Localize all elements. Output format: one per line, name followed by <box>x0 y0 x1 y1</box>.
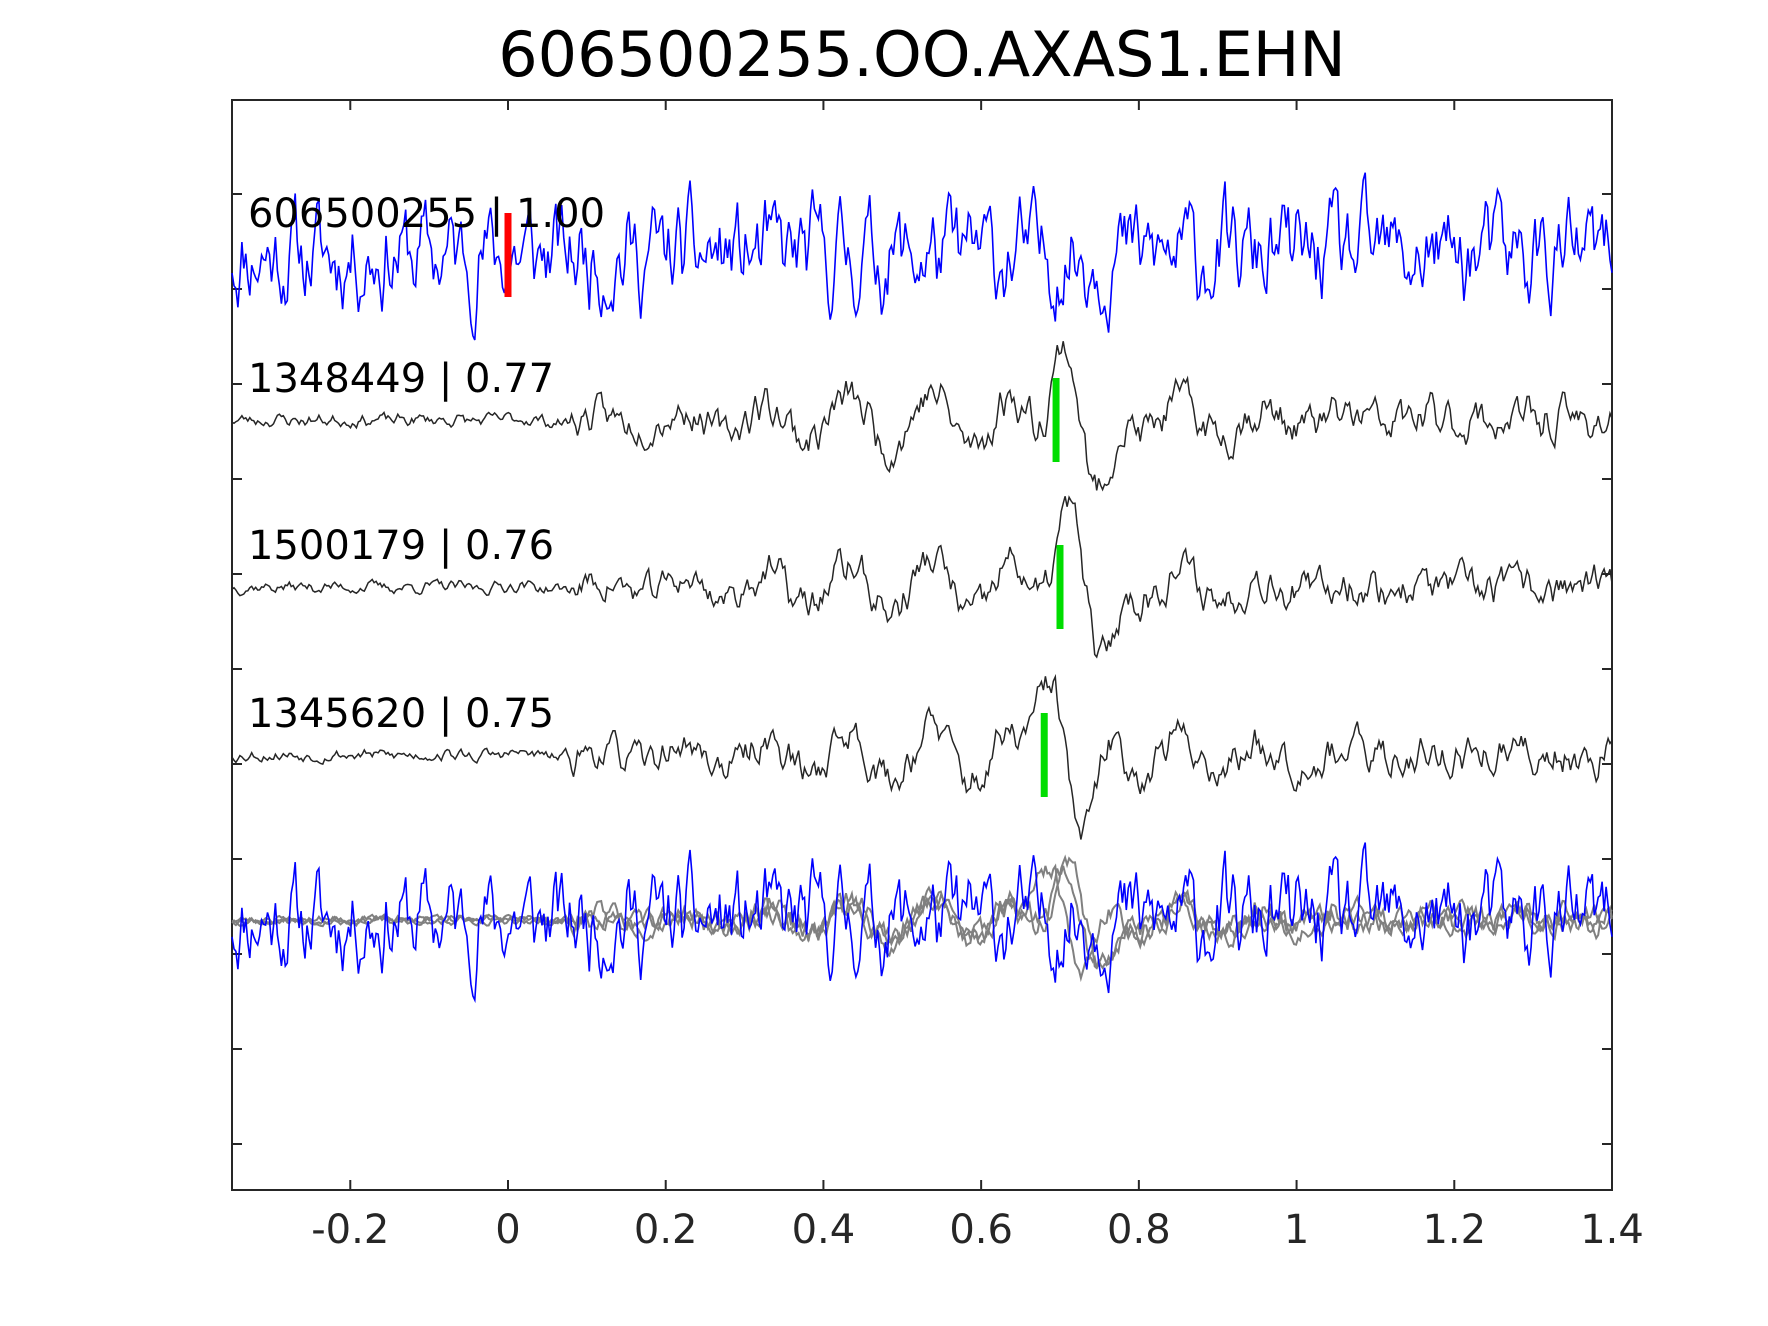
trace-label-1348449: 1348449 | 0.77 <box>248 356 554 402</box>
plot-axes: -0.2 0 0.2 0.4 0.6 0.8 1 1.2 1.4 <box>231 99 1644 1253</box>
trace-line-606500255 <box>231 172 1613 341</box>
overlay-traces <box>231 842 1613 1004</box>
axes-box <box>231 99 1613 1191</box>
trace-label-1500179: 1500179 | 0.76 <box>248 523 554 569</box>
x-tick-label: 0 <box>495 1207 520 1253</box>
overlay-master-606500255 <box>231 842 1613 1004</box>
x-tick-label: 0.2 <box>634 1207 698 1253</box>
trace-label-606500255: 606500255 | 1.00 <box>248 191 605 237</box>
overlay-template-1345620 <box>231 863 1613 983</box>
y-ticks <box>232 193 1612 1145</box>
traces-layer <box>231 172 1613 840</box>
x-tick-label: 0.4 <box>792 1207 856 1253</box>
x-tick-label: 1.2 <box>1422 1207 1486 1253</box>
trace-line-1348449 <box>231 341 1613 492</box>
x-tick-label: 0.8 <box>1107 1207 1171 1253</box>
trace-line-1500179 <box>231 495 1613 659</box>
x-tick-label: -0.2 <box>311 1207 389 1253</box>
trace-label-1345620: 1345620 | 0.75 <box>248 691 554 737</box>
x-ticks: -0.2 0 0.2 0.4 0.6 0.8 1 1.2 1.4 <box>311 100 1644 1253</box>
trace-labels: 606500255 | 1.00 1348449 | 0.77 1500179 | … <box>248 191 605 737</box>
x-tick-label: 1.4 <box>1580 1207 1644 1253</box>
trace-line-1345620 <box>231 673 1613 840</box>
x-tick-label: 0.6 <box>949 1207 1013 1253</box>
chart-title: 606500255.OO.AXAS1.EHN <box>498 18 1346 91</box>
x-tick-label: 1 <box>1284 1207 1309 1253</box>
